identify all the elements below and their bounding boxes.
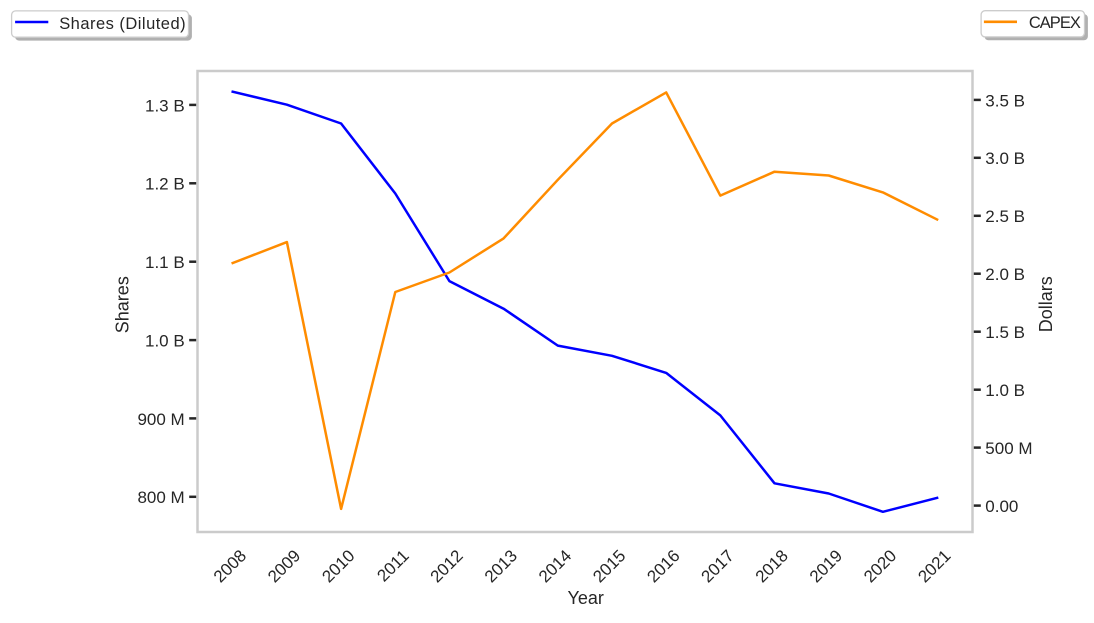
- svg-text:Year: Year: [568, 588, 604, 608]
- svg-text:2.0 B: 2.0 B: [985, 265, 1025, 284]
- svg-text:1.0 B: 1.0 B: [145, 332, 185, 351]
- svg-text:Shares: Shares: [113, 276, 133, 333]
- svg-text:800 M: 800 M: [137, 488, 184, 507]
- svg-text:2.5 B: 2.5 B: [985, 207, 1025, 226]
- svg-text:1.5 B: 1.5 B: [985, 323, 1025, 342]
- svg-text:3.0 B: 3.0 B: [985, 149, 1025, 168]
- svg-text:3.5 B: 3.5 B: [985, 91, 1025, 110]
- svg-text:CAPEX: CAPEX: [1029, 14, 1081, 32]
- svg-text:1.1 B: 1.1 B: [145, 253, 185, 272]
- svg-text:1.2 B: 1.2 B: [145, 175, 185, 194]
- svg-text:500 M: 500 M: [985, 439, 1032, 458]
- svg-text:900 M: 900 M: [137, 410, 184, 429]
- svg-text:Shares (Diluted): Shares (Diluted): [59, 15, 186, 33]
- svg-text:1.3 B: 1.3 B: [145, 96, 185, 115]
- svg-text:0.00: 0.00: [985, 497, 1018, 516]
- svg-text:1.0 B: 1.0 B: [985, 381, 1025, 400]
- svg-text:Dollars: Dollars: [1036, 276, 1056, 332]
